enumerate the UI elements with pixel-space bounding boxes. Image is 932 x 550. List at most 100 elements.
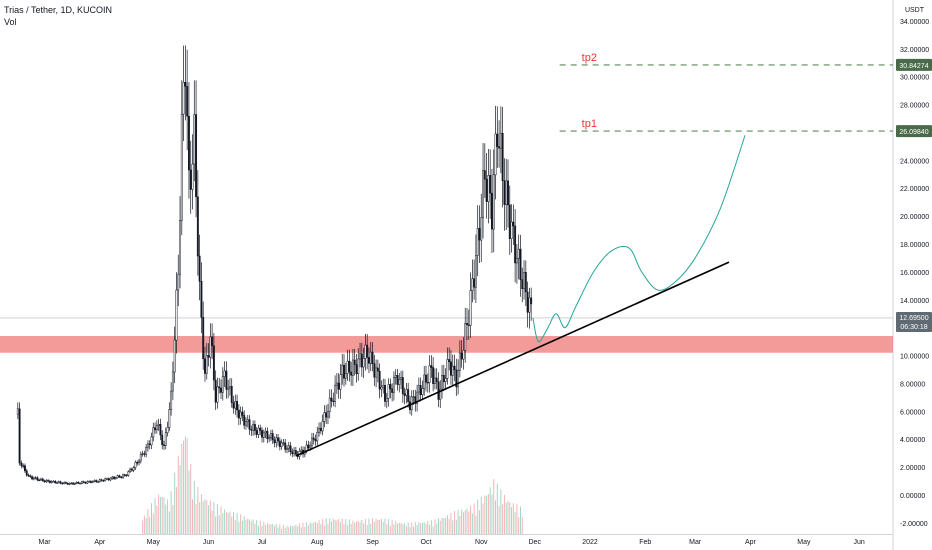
candle-body [366,344,369,358]
target-label-tp2[interactable]: tp2 [582,52,597,64]
volume-bar [295,524,297,534]
volume-bar [429,524,431,534]
volume-bar [231,516,233,534]
candle-body [88,481,91,483]
candle-body [458,352,461,371]
volume-bar [363,523,365,534]
volume-bar [418,522,420,534]
volume-bar [192,499,194,534]
support-trendline[interactable] [295,261,730,457]
volume-bar [327,523,329,534]
candle-body [205,355,208,374]
candle-body [171,371,174,392]
target-label-tp1[interactable]: tp1 [582,118,597,130]
candle-body [433,377,436,384]
candle-body [457,370,460,388]
volume-bar [503,494,505,534]
volume-bar [284,528,286,534]
candle-body [166,427,169,433]
candle-body [442,374,445,383]
volume-bar [414,522,416,534]
volume-bar [309,522,311,534]
volume-bar [331,521,333,534]
candle-body [175,289,178,341]
candle-body [485,178,488,202]
volume-bar [313,522,315,534]
volume-bar [168,511,170,534]
volume-bar [450,512,452,534]
volume-bar [341,518,343,534]
candle-body [273,439,276,444]
candle-body [400,377,402,380]
x-tick-label: Aug [311,539,324,546]
candle-body [29,475,32,478]
candle-body [466,323,468,326]
candle-body [368,357,370,364]
candle-body [145,446,148,455]
volume-bar [249,519,251,534]
volume-bar [370,523,372,534]
target-price-badge [896,125,932,138]
volume-bar [234,520,236,534]
volume-bar [320,524,322,534]
candle-body [148,443,151,446]
candle-body [425,374,427,383]
volume-bar [448,518,450,534]
volume-bar [270,524,272,534]
candle-body [289,445,292,453]
volume-bar [165,504,167,534]
volume-bar [364,518,366,534]
candle-body [91,481,94,483]
candle-body [521,279,524,290]
volume-bar [325,518,327,534]
candle-body [526,291,529,313]
candle-body [173,339,176,373]
y-tick-label: 22.00000 [900,186,929,193]
candle-body [268,437,271,440]
candle-body [191,163,194,190]
volume-bar [361,519,363,534]
candle-body [230,386,233,403]
volume-bar [425,523,427,534]
candle-body [512,221,515,227]
candle-body [200,280,203,318]
candle-body [501,132,504,182]
volume-bar [519,506,521,534]
candle-body [480,217,483,241]
candle-body [143,453,146,455]
volume-bar [443,517,445,534]
volume-bar [256,520,258,534]
candle-body [473,278,476,288]
y-tick-label: 28.00000 [900,103,929,110]
x-tick-label: Mar [39,539,52,546]
candle-body [221,376,224,393]
y-tick-label: 32.00000 [900,47,929,54]
volume-bar [268,524,270,534]
volume-bar [475,515,477,534]
candle-body [98,479,101,482]
candle-body [307,444,310,449]
candle-body [232,402,235,409]
volume-bar [158,494,160,534]
candle-body [193,114,196,165]
support-zone[interactable] [0,336,893,353]
volume-bar [464,510,466,534]
symbol-title[interactable]: Trias / Tether, 1D, KUCOIN [4,5,113,15]
projection-path[interactable] [532,135,746,343]
candle-body [43,480,46,483]
candle-body [123,474,126,476]
volume-bar [142,520,144,534]
volume-bar [452,520,454,534]
candle-body [125,474,128,477]
candle-body [227,387,230,390]
volume-bar [516,504,518,534]
volume-bar [466,508,468,534]
candle-body [275,437,278,444]
volume-indicator-label[interactable]: Vol [4,17,17,27]
candle-body [487,175,490,202]
volume-bar [273,525,275,534]
volume-bar [250,521,252,534]
candle-body [528,297,531,313]
